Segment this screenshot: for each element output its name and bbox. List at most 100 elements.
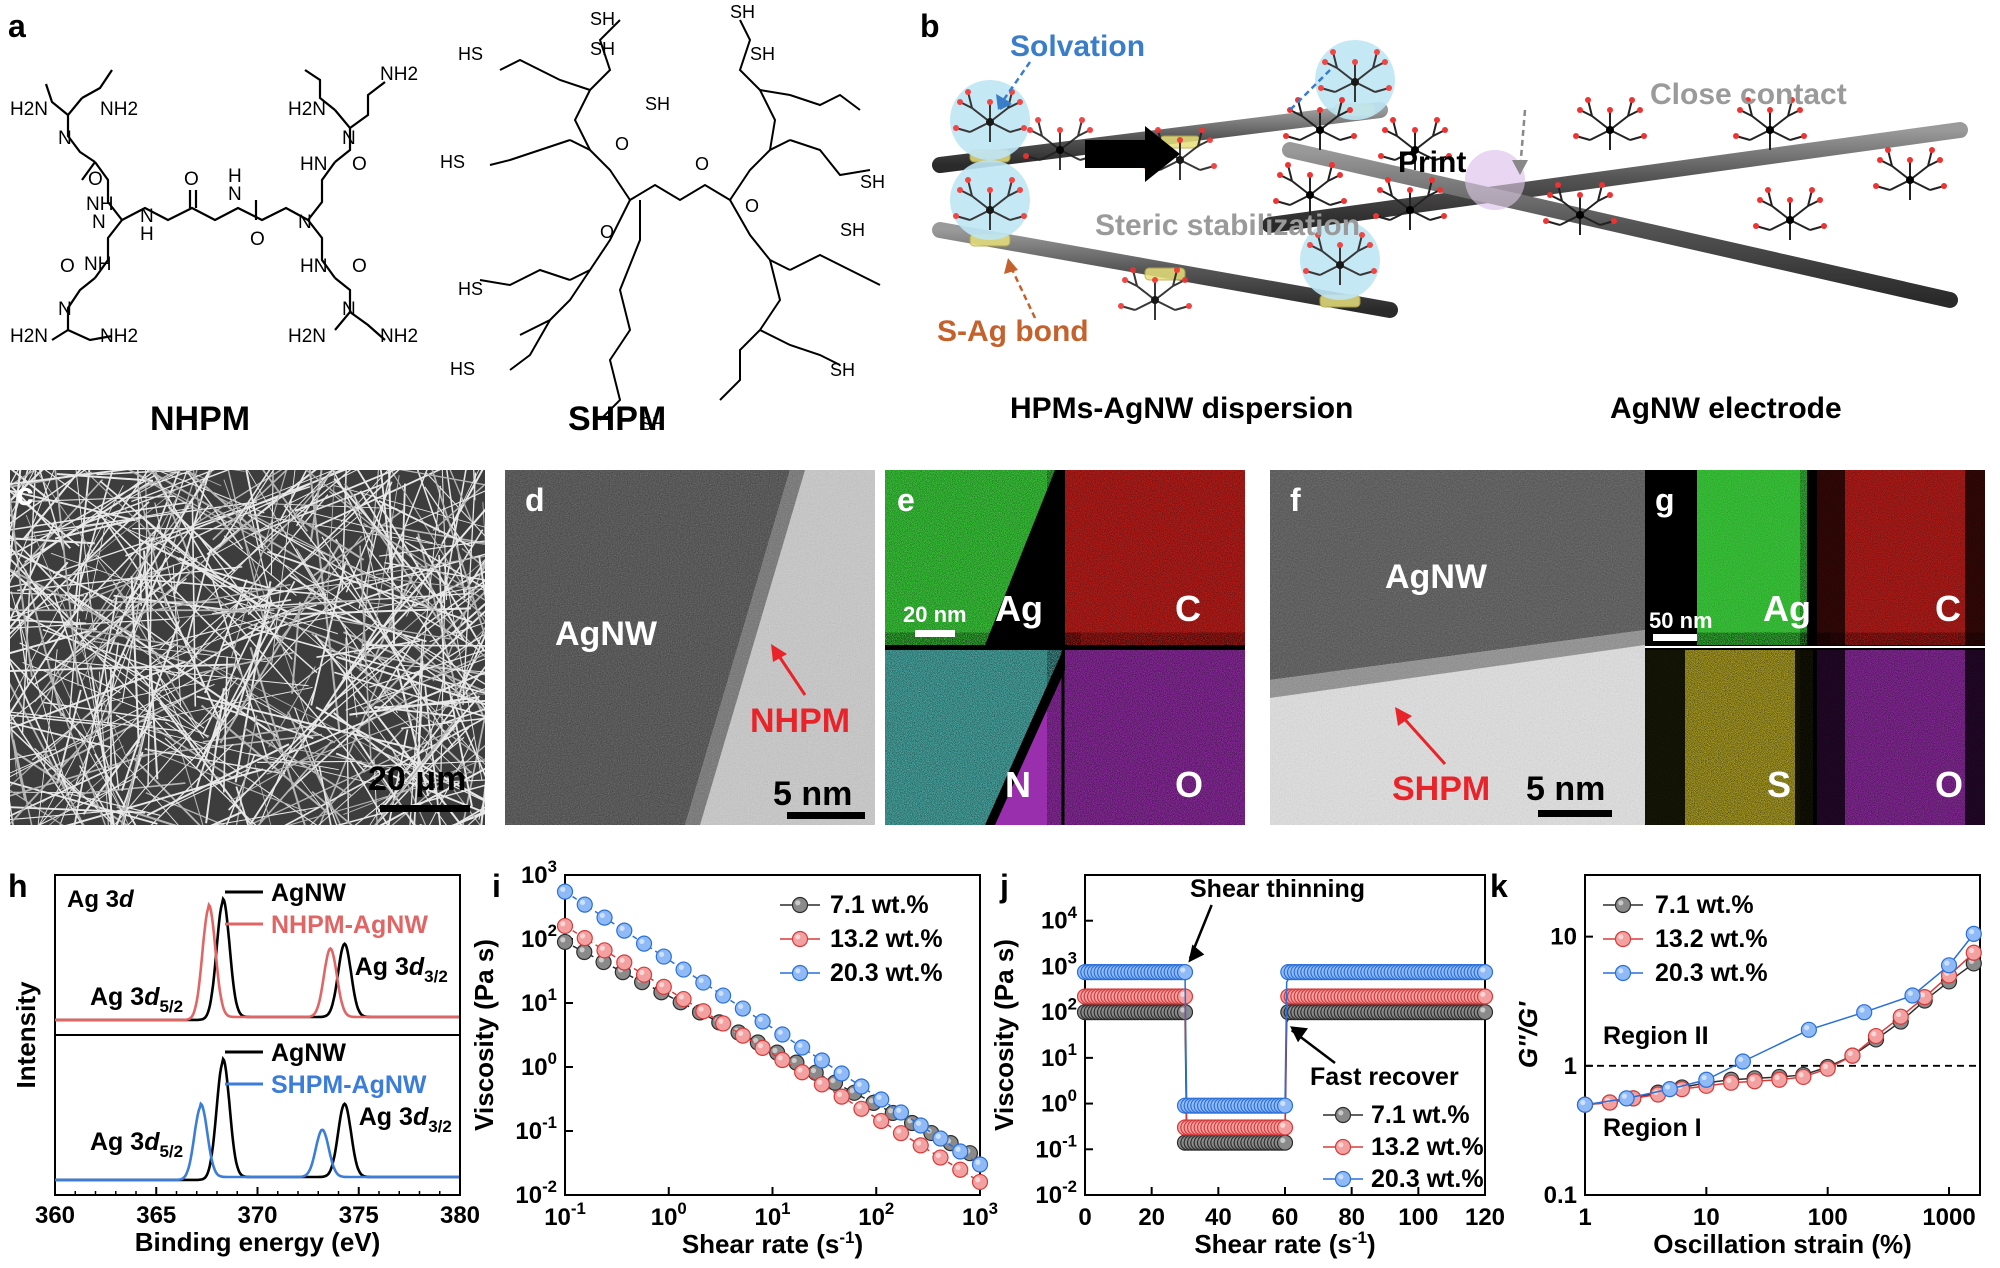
nanowire [10, 489, 136, 522]
x-tick-label: 370 [237, 1202, 277, 1229]
nanowire [229, 695, 415, 803]
nanowire [165, 721, 318, 825]
data-point-13.2 wt.% [892, 1125, 910, 1142]
data-point-13.2 wt.%-highlight [856, 1103, 862, 1110]
nanowire [293, 707, 338, 825]
eds-g-ag: Ag [1763, 588, 1811, 629]
data-point-7.1 wt.%-highlight [849, 1088, 855, 1094]
nhpm-h2n-4: H2N [288, 326, 326, 347]
nanowire [419, 485, 441, 679]
shpm-label-f: SHPM [1392, 770, 1491, 808]
nanowire [10, 470, 87, 525]
nanowire [24, 569, 63, 717]
data-point-20.3 wt.% [853, 1078, 870, 1095]
nanowire [404, 540, 485, 590]
data-point-13.2 wt.%-highlight [1919, 992, 1926, 998]
data-point-20.3 wt.%-highlight [1280, 1100, 1286, 1107]
nanowire [10, 748, 56, 761]
eds-e-n: N [1005, 764, 1031, 805]
nanowire [211, 806, 318, 825]
data-point-7.1 wt.%-highlight [772, 1047, 778, 1053]
nanowire [360, 508, 485, 654]
chart-h: 360 365 370 375 380 Binding energy (eV) Intens… [11, 874, 480, 1257]
nhpm-arrow-d [771, 644, 807, 696]
data-point-20.3 wt.% [1618, 1090, 1635, 1107]
data-point-13.2 wt.%-highlight [678, 994, 684, 1000]
data-point-13.2 wt.% [655, 978, 672, 995]
nanowire [291, 601, 301, 694]
legend-label: 20.3 wt.% [830, 959, 943, 987]
nanowire [478, 555, 485, 600]
x-tick-label: 1 [1578, 1204, 1591, 1231]
nanowire [52, 486, 311, 575]
data-point-20.3 wt.%-highlight [1701, 1074, 1707, 1081]
data-point-13.2 wt.% [1276, 1119, 1294, 1136]
legend-marker-highlight [1338, 1142, 1344, 1148]
data-point-13.2 wt.%-highlight [1798, 1072, 1804, 1078]
nanowire [91, 699, 236, 805]
x-tick-label: 101 [754, 1199, 790, 1231]
agnw-label-f: AgNW [1385, 558, 1487, 596]
nanowire [235, 664, 284, 754]
nanowire [52, 685, 125, 817]
y-tick-label: 103 [1041, 949, 1077, 981]
eds-e-scale-text: 20 nm [903, 602, 967, 627]
data-point-13.2 wt.%-highlight [935, 1152, 941, 1158]
shpm-structure: SH SH SH HS SH SH HS SH SH HS SH HS SH O… [440, 2, 885, 434]
nanowire [222, 656, 228, 793]
data-point-7.1 wt.% [1476, 1004, 1494, 1021]
nanowire [212, 652, 238, 766]
nanowire [10, 506, 195, 542]
nanowire [288, 584, 485, 627]
x-tick-label: 375 [339, 1202, 379, 1229]
nanowire [421, 579, 485, 629]
nanowire [111, 579, 198, 727]
data-point-20.3 wt.%-highlight [1580, 1099, 1586, 1106]
y-axis-title: Viscosity (Pa s) [989, 939, 1019, 1131]
nhpm-n-5: N [298, 212, 312, 233]
data-point-20.3 wt.%-highlight [757, 1016, 764, 1022]
nanowire [10, 697, 106, 787]
data-point-20.3 wt.% [912, 1117, 929, 1134]
tem-d-scale-bar [787, 812, 865, 819]
x-tick-label: 20 [1138, 1204, 1165, 1231]
shpm-sh-5: SH [645, 94, 670, 114]
eds-g-scale-bar [1653, 634, 1697, 641]
data-point-7.1 wt.%-highlight [1480, 1007, 1486, 1013]
data-point-13.2 wt.%-highlight [1280, 1122, 1286, 1128]
data-point-20.3 wt.% [1276, 1097, 1294, 1114]
data-point-13.2 wt.%-highlight [718, 1018, 724, 1024]
nanowire [341, 470, 347, 591]
legend-marker-highlight [795, 900, 801, 906]
close-contact-label: Close contact [1650, 78, 1847, 111]
nanowire [287, 711, 342, 825]
nanowire [103, 518, 181, 554]
nanowire [10, 561, 69, 629]
nanowire [67, 591, 278, 738]
y-tick-label: 1 [1564, 1053, 1577, 1080]
data-point-20.3 wt.% [952, 1143, 969, 1160]
panel-g-label: g [1655, 482, 1675, 518]
nanowire [191, 501, 197, 707]
nanowire [155, 620, 270, 692]
nanowire [271, 470, 296, 666]
data-point-13.2 wt.%-highlight [955, 1164, 961, 1171]
data-point-13.2 wt.% [1892, 1008, 1909, 1025]
nanowire [442, 708, 485, 725]
nanowire [429, 622, 485, 643]
nanowire [213, 494, 439, 613]
nhpm-o-6: O [352, 256, 367, 277]
nhpm-hn-1: HN [300, 154, 327, 175]
nanowire [440, 688, 485, 708]
shpm-o-1: O [615, 134, 629, 154]
data-point-13.2 wt.%-highlight [915, 1140, 922, 1146]
peak-label-d52-bottom: Ag 3d5/2 [90, 1128, 183, 1161]
data-point-20.3 wt.%-highlight [1180, 967, 1186, 973]
data-point-13.2 wt.% [616, 954, 633, 971]
y-tick-label: 102 [1041, 994, 1077, 1026]
legend-label: 7.1 wt.% [1655, 891, 1754, 919]
agnw-label-d: AgNW [555, 615, 657, 653]
x-tick-label: 10 [1693, 1204, 1720, 1231]
nanowire [379, 767, 485, 825]
x-axis-title: Oscillation strain (%) [1653, 1229, 1912, 1259]
